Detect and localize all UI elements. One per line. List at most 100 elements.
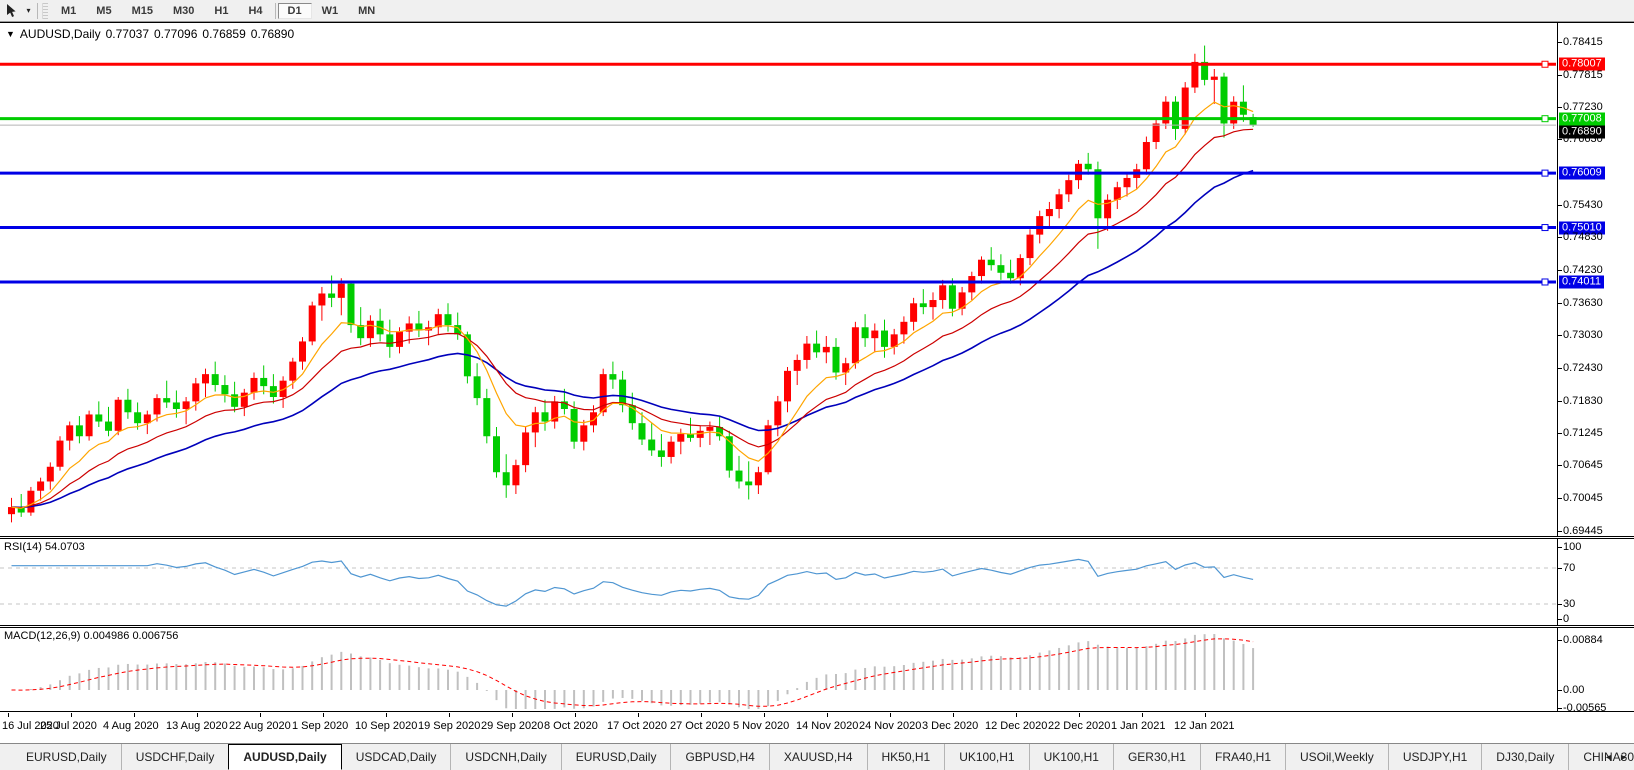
candlestick-chart-area[interactable] (0, 23, 1556, 536)
date-axis-tick (638, 713, 639, 717)
timeframe-button-d1[interactable]: D1 (277, 2, 312, 19)
date-axis-tick (386, 713, 387, 717)
price-axis-label: 0.72430 (1563, 362, 1603, 375)
date-axis-label: 25 Jul 2020 (40, 720, 97, 732)
chart-tab-fra40-h1[interactable]: FRA40,H1 (1199, 744, 1285, 770)
chart-collapse-icon[interactable]: ▼ (6, 29, 15, 39)
ohlc-low: 0.76859 (202, 27, 246, 41)
timeframe-button-w1[interactable]: W1 (321, 4, 339, 17)
date-axis-tick (1142, 713, 1143, 717)
toolbar-separator (37, 2, 38, 19)
date-axis-label: 8 Oct 2020 (544, 720, 598, 732)
timeframe-button-m1[interactable]: M1 (61, 4, 77, 17)
price-axis-label: 0.74230 (1563, 264, 1603, 277)
chart-tab-china300-h1[interactable]: CHINA300,H1 (1568, 744, 1634, 770)
macd-main-value: 0.004986 (83, 630, 130, 642)
chart-tab-gbpusd-h4[interactable]: GBPUSD,H4 (670, 744, 768, 770)
date-axis-tick (512, 713, 513, 717)
timeframe-buttons: M1 M5 M15 M30 H1 H4 D1 W1 MN (51, 0, 385, 21)
price-axis-tick (1558, 204, 1562, 206)
date-axis-label: 29 Sep 2020 (481, 720, 544, 732)
panel-separator[interactable] (0, 625, 1634, 628)
tab-scroll-left-icon[interactable]: ◄ (1604, 752, 1614, 762)
chart-tab-usoil-weekly[interactable]: USOil,Weekly (1285, 744, 1388, 770)
chart-tab-dj30-daily[interactable]: DJ30,Daily (1481, 744, 1568, 770)
macd-axis-label: -0.00565 (1563, 702, 1607, 714)
macd-axis-label: 0.00 (1563, 684, 1585, 696)
macd-axis-tick (1558, 690, 1562, 691)
date-axis-label: 10 Sep 2020 (355, 720, 418, 732)
chart-cursor-icon[interactable] (0, 0, 22, 21)
ohlc-close: 0.76890 (250, 27, 295, 41)
chart-tab-uk100-h1[interactable]: UK100,H1 (944, 744, 1028, 770)
chart-tab-hk50-h1[interactable]: HK50,H1 (866, 744, 945, 770)
price-axis-tick (1558, 400, 1562, 402)
price-axis-tick (1558, 42, 1562, 44)
date-axis-tick (134, 713, 135, 717)
chart-tab-usdcnh-daily[interactable]: USDCNH,Daily (450, 744, 560, 770)
timeframe-button-m15[interactable]: M15 (131, 4, 153, 17)
panel-separator[interactable] (0, 536, 1634, 539)
chart-tab-usdchf-daily[interactable]: USDCHF,Daily (120, 744, 229, 770)
price-axis-tick (1558, 106, 1562, 108)
chart-tab-eurusd-daily[interactable]: EURUSD,Daily (26, 750, 107, 764)
rsi-axis[interactable]: 100 70 30 0 (1557, 539, 1634, 625)
rsi-label: RSI(14) 54.0703 (4, 541, 85, 553)
price-axis-label: 0.77230 (1563, 100, 1603, 113)
price-axis-label: 0.73030 (1563, 329, 1603, 342)
date-axis-tick (827, 713, 828, 717)
chart-tab-uk100-h1[interactable]: UK100,H1 (1028, 744, 1113, 770)
price-axis-label: 0.77815 (1563, 68, 1603, 81)
price-axis-label: 0.74830 (1563, 231, 1603, 244)
macd-axis[interactable]: 0.00884 0.00 -0.00565 (1557, 628, 1634, 714)
rsi-value: 54.0703 (44, 541, 85, 553)
price-axis-tick (1558, 465, 1562, 467)
cursor-arrow-icon (6, 3, 16, 17)
date-axis-label: 1 Jan 2021 (1111, 720, 1166, 732)
date-axis-label: 27 Oct 2020 (670, 720, 730, 732)
rsi-axis-tick (1558, 619, 1562, 620)
price-level-badge: 0.77008 (1559, 112, 1605, 126)
timeframe-button-m5[interactable]: M5 (96, 4, 112, 17)
date-axis-label: 22 Aug 2020 (229, 720, 291, 732)
date-axis-tick (8, 713, 9, 717)
date-axis-tick (260, 713, 261, 717)
date-axis-tick (890, 713, 891, 717)
cursor-dropdown-caret-icon[interactable]: ▾ (26, 6, 31, 15)
tab-scroll-right-icon[interactable]: ► (1619, 752, 1628, 762)
timeframe-button-h1[interactable]: H1 (214, 4, 229, 17)
chart-tab-usdcad-daily[interactable]: USDCAD,Daily (355, 750, 437, 764)
date-axis[interactable]: 16 Jul 2020 25 Jul 2020 4 Aug 2020 13 Aug 2… (0, 713, 1634, 743)
rsi-chart-area[interactable] (0, 539, 1556, 625)
price-axis-tick (1558, 139, 1562, 141)
date-axis-label: 4 Aug 2020 (103, 720, 159, 732)
timeframe-button-m30[interactable]: M30 (172, 4, 195, 17)
price-axis[interactable]: 0.78415 0.78007 0.77815 0.77230 0.77008 0.768… (1557, 23, 1634, 537)
macd-chart-area[interactable] (0, 628, 1556, 711)
rsi-axis-label: 0 (1563, 613, 1570, 625)
date-axis-label: 17 Oct 2020 (607, 720, 667, 732)
chart-tab-audusd-daily[interactable]: AUDUSD,Daily (228, 744, 342, 770)
chart-symbol-label: AUDUSD,Daily (19, 27, 101, 41)
price-axis-tick (1558, 335, 1562, 337)
price-axis-label: 0.71830 (1563, 394, 1603, 407)
timeframe-button-h4[interactable]: H4 (248, 4, 263, 17)
chart-tab-eurusd-daily[interactable]: EURUSD,Daily (560, 744, 671, 770)
toolbar-grip-handle[interactable] (42, 2, 48, 19)
date-axis-label: 12 Dec 2020 (985, 720, 1048, 732)
timeframe-toolbar: ▾ M1 M5 M15 M30 H1 H4 D1 W1 MN (0, 0, 1634, 22)
timeframe-button-mn[interactable]: MN (358, 4, 376, 17)
tab-scroll-arrows: ◄ ► (1600, 744, 1632, 770)
chart-tab-usdjpy-h1[interactable]: USDJPY,H1 (1387, 744, 1481, 770)
date-axis-label: 1 Sep 2020 (292, 720, 349, 732)
chart-tab-xauusd-h4[interactable]: XAUUSD,H4 (768, 744, 867, 770)
rsi-axis-tick (1558, 604, 1562, 605)
chart-tab-ger30-h1[interactable]: GER30,H1 (1112, 744, 1200, 770)
price-axis-tick (1558, 270, 1562, 272)
date-axis-tick (953, 713, 954, 717)
price-level-badge: 0.76890 (1559, 125, 1605, 139)
price-axis-tick (1558, 498, 1562, 500)
macd-axis-label: 0.00884 (1563, 634, 1603, 646)
date-axis-label: 14 Nov 2020 (796, 720, 859, 732)
price-axis-tick (1558, 368, 1562, 370)
